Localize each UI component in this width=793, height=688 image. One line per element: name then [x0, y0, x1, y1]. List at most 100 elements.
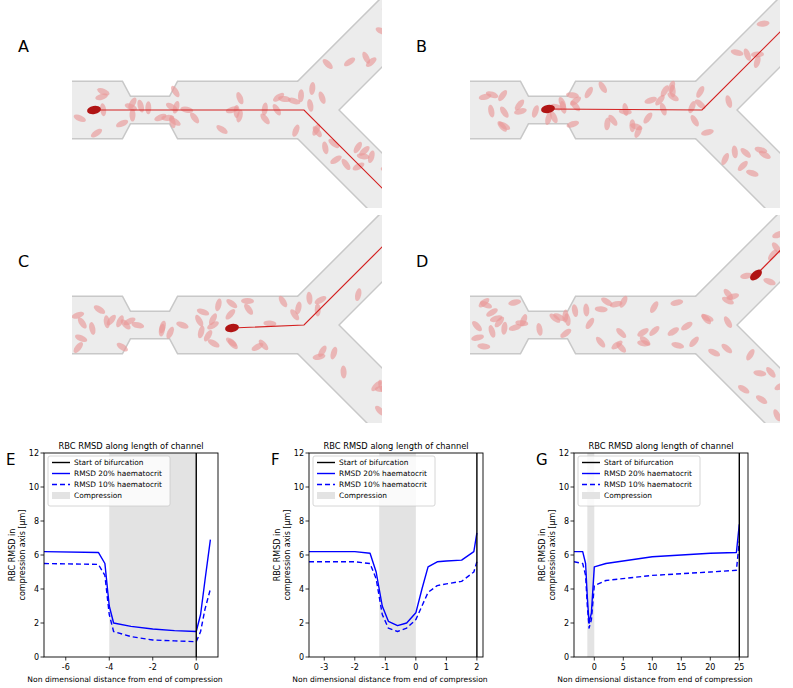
- red-blood-cell: [356, 152, 370, 160]
- plot-area: [44, 453, 210, 657]
- red-blood-cell: [642, 111, 654, 125]
- legend-handle: [582, 473, 600, 474]
- red-blood-cell: [207, 312, 218, 326]
- red-blood-cell: [136, 99, 145, 113]
- red-blood-cell: [175, 320, 189, 330]
- x-tick: [739, 657, 740, 661]
- red-blood-cell: [215, 123, 229, 135]
- x-tick-label: 1: [444, 663, 449, 672]
- y-axis-label: compression axis [μm]: [18, 510, 27, 601]
- red-blood-cell: [530, 104, 540, 118]
- y-tick-label: 12: [29, 449, 39, 458]
- x-tick: [109, 657, 110, 661]
- red-blood-cell: [317, 91, 327, 105]
- legend-label: Compression: [339, 491, 387, 500]
- red-blood-cell: [115, 341, 129, 353]
- red-blood-cell: [695, 85, 707, 99]
- red-blood-cell: [594, 335, 607, 349]
- red-blood-cell: [583, 85, 595, 99]
- y-tick-label: 8: [564, 517, 569, 526]
- x-tick: [446, 657, 447, 661]
- plot-frame: [44, 453, 218, 657]
- red-blood-cell: [618, 295, 629, 309]
- legend-frame: [48, 456, 170, 506]
- red-blood-cell: [745, 168, 759, 178]
- red-blood-cell: [722, 287, 735, 301]
- y-tick-label: 10: [559, 483, 569, 492]
- red-blood-cell: [321, 141, 329, 155]
- red-blood-cell: [95, 92, 109, 101]
- y-tick: [41, 487, 45, 488]
- red-blood-cell: [654, 93, 667, 107]
- red-blood-cell: [744, 348, 756, 362]
- series-line: [309, 533, 477, 626]
- x-tick-label: 15: [676, 663, 686, 672]
- red-blood-cell: [736, 159, 749, 172]
- red-blood-cell: [666, 326, 680, 338]
- y-tick: [306, 657, 310, 658]
- x-tick: [710, 657, 711, 661]
- panel-label: A: [18, 37, 29, 56]
- red-blood-cell: [471, 333, 485, 342]
- x-tick: [415, 657, 416, 661]
- y-tick-label: 8: [299, 517, 304, 526]
- y-tick: [306, 487, 310, 488]
- red-blood-cell: [614, 326, 627, 339]
- red-blood-cell: [563, 313, 571, 327]
- red-blood-cell: [161, 114, 174, 121]
- red-blood-cell: [340, 365, 347, 378]
- red-blood-cell: [629, 122, 643, 132]
- red-blood-cell: [73, 113, 87, 123]
- tracked-cell: [224, 323, 239, 333]
- y-tick: [306, 453, 310, 454]
- red-blood-cell: [89, 127, 103, 139]
- x-tick-label: 25: [734, 663, 744, 672]
- legend-handle: [317, 492, 335, 499]
- red-blood-cell: [103, 315, 110, 329]
- x-tick-label: -3: [320, 663, 328, 672]
- simulation-image: [72, 0, 382, 208]
- red-blood-cell: [214, 298, 223, 312]
- channel-wall: [72, 297, 317, 353]
- red-blood-cell: [724, 95, 733, 109]
- y-tick: [306, 521, 310, 522]
- series-line: [44, 540, 210, 632]
- x-tick-label: -6: [62, 663, 70, 672]
- y-tick-label: 12: [294, 449, 304, 458]
- x-axis-label: Non dimensional distance from end of com…: [557, 675, 753, 684]
- legend-handle: [317, 462, 335, 463]
- red-blood-cell: [278, 95, 292, 103]
- x-tick-label: -1: [381, 663, 389, 672]
- plot-frame: [574, 453, 748, 657]
- x-tick-label: 10: [647, 663, 657, 672]
- red-blood-cell: [671, 341, 685, 350]
- y-tick: [571, 589, 575, 590]
- chart-title: RBC RMSD along length of channel: [323, 441, 468, 451]
- red-blood-cell: [648, 324, 662, 337]
- y-tick: [571, 623, 575, 624]
- red-blood-cell: [224, 336, 238, 349]
- red-blood-cell: [487, 104, 495, 118]
- x-tick: [623, 657, 624, 661]
- legend-handle: [52, 473, 70, 474]
- x-tick-label: 5: [621, 663, 626, 672]
- legend-label: RMSD 20% haematocrit: [74, 469, 162, 478]
- x-tick-label: 0: [592, 663, 597, 672]
- red-blood-cell: [115, 314, 126, 328]
- y-tick: [571, 657, 575, 658]
- red-blood-cell: [720, 342, 734, 355]
- chart-title: RBC RMSD along length of channel: [58, 441, 203, 451]
- red-blood-cell: [648, 300, 660, 314]
- y-tick: [306, 623, 310, 624]
- legend-handle: [317, 473, 335, 474]
- red-blood-cell: [720, 152, 731, 166]
- red-blood-cell: [76, 316, 88, 330]
- red-blood-cell: [496, 89, 508, 103]
- y-tick-label: 6: [564, 551, 569, 560]
- y-tick: [41, 589, 45, 590]
- red-blood-cell: [730, 48, 744, 57]
- y-tick-label: 4: [564, 585, 569, 594]
- red-blood-cell: [680, 320, 694, 332]
- y-tick: [571, 521, 575, 522]
- red-blood-cell: [498, 105, 510, 119]
